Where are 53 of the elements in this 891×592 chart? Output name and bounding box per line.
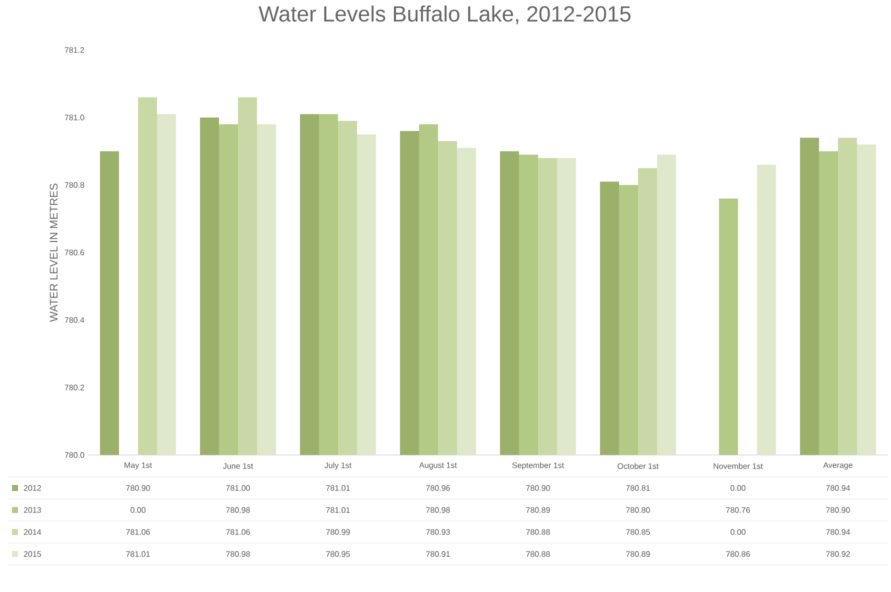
data-label: 780.90	[826, 507, 850, 513]
data-label: 781.01	[326, 507, 350, 513]
data-label: 780.95	[326, 551, 350, 557]
data-label: 780.81	[626, 485, 650, 491]
data-label: 780.98	[226, 507, 250, 513]
data-label: 780.90	[526, 485, 550, 491]
data-label: 781.01	[126, 551, 150, 557]
data-label: 780.85	[626, 529, 650, 535]
data-label: 780.76	[726, 507, 750, 513]
data-label: 781.00	[226, 485, 250, 491]
data-label: 780.99	[326, 529, 350, 535]
text: 0.00	[730, 485, 746, 491]
legend-label: 2015	[24, 551, 41, 557]
data-label: 780.93	[426, 529, 450, 535]
data-label: 781.01	[326, 485, 350, 491]
y-tick-label: 781.2	[64, 47, 84, 53]
y-tick-label: 780.4	[64, 317, 84, 323]
x-tick-label: June 1st	[223, 463, 254, 469]
legend-label: 2014	[24, 529, 42, 535]
data-label: 780.90	[126, 485, 150, 491]
x-tick-label: August 1st	[419, 462, 457, 470]
legend-label: 2012	[24, 485, 41, 491]
x-tick-label: October 1st	[618, 463, 659, 469]
data-label: 780.89	[626, 551, 650, 557]
data-label: 780.80	[626, 507, 650, 513]
y-tick-label: 780.6	[64, 250, 84, 256]
data-label: 781.06	[226, 529, 250, 535]
data-label: 780.92	[826, 551, 850, 557]
y-axis-title: WATER LEVEL IN METRES	[50, 184, 58, 322]
data-label: 780.98	[426, 507, 450, 513]
data-label: 780.91	[426, 551, 450, 557]
y-tick-label: 781.0	[64, 114, 84, 120]
data-label: 780.89	[526, 507, 550, 513]
data-label: 781.06	[126, 529, 150, 535]
x-tick-label: July 1st	[324, 462, 352, 470]
x-tick-label: Average	[823, 462, 852, 470]
data-label: 780.94	[826, 485, 850, 491]
data-label: 780.94	[826, 529, 850, 535]
y-tick-label: 780.0	[64, 452, 84, 458]
y-tick-label: 780.2	[64, 384, 84, 390]
text: 0.00	[130, 507, 146, 513]
data-label: 780.98	[226, 551, 250, 557]
text: 0.00	[730, 529, 746, 535]
x-tick-label: May 1st	[124, 462, 152, 470]
data-label: 780.88	[526, 529, 550, 535]
data-label: 780.96	[426, 485, 450, 491]
x-tick-label: September 1st	[512, 462, 564, 470]
y-tick-label: 780.8	[64, 182, 84, 188]
legend-label: 2013	[24, 507, 41, 513]
x-tick-label: November 1st	[714, 463, 763, 469]
data-label: 780.88	[526, 551, 550, 557]
chart-title: Water Levels Buffalo Lake, 2012-2015	[258, 6, 631, 24]
data-label: 780.86	[726, 551, 750, 557]
